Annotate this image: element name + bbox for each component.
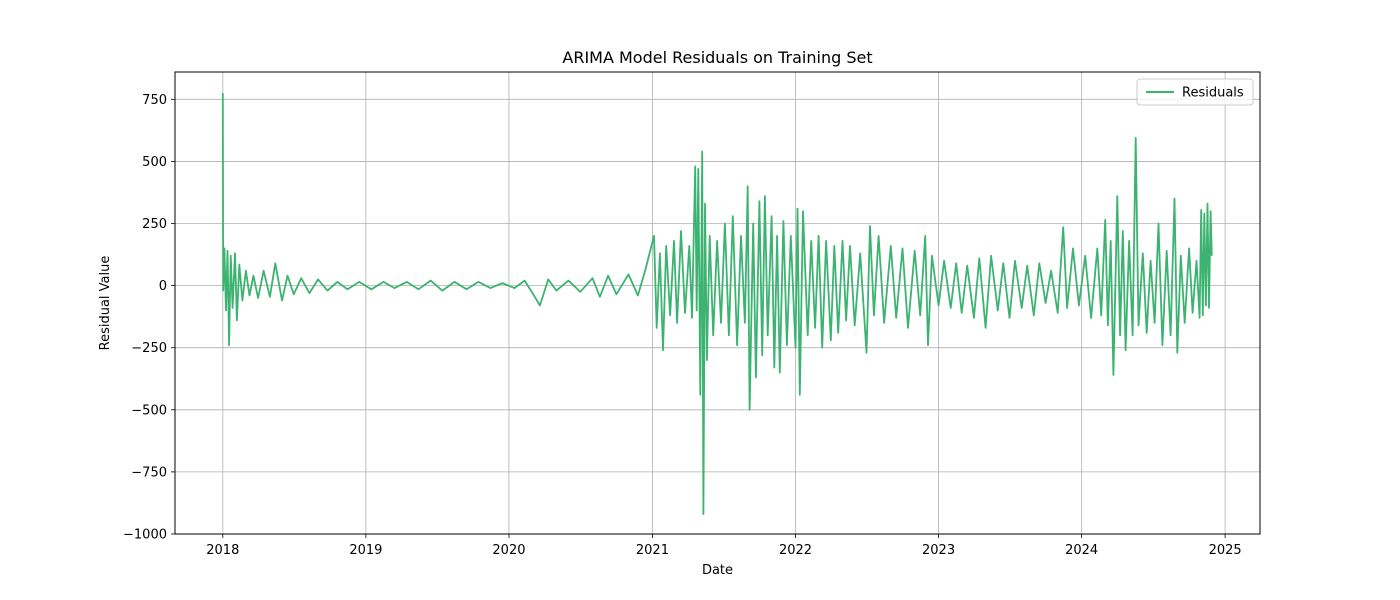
x-tick-label: 2018 bbox=[206, 543, 239, 558]
series-layer bbox=[221, 93, 1213, 515]
y-axis-label: Residual Value bbox=[98, 256, 113, 351]
y-tick-label: 0 bbox=[159, 279, 167, 294]
y-tick-label: −500 bbox=[131, 403, 167, 418]
x-tick-label: 2024 bbox=[1065, 543, 1098, 558]
x-tick-label: 2021 bbox=[636, 543, 669, 558]
y-tick-label: −250 bbox=[131, 341, 167, 356]
x-tick-label: 2020 bbox=[492, 543, 525, 558]
y-tick-label: 500 bbox=[142, 155, 167, 170]
series-line-residuals bbox=[221, 93, 1213, 515]
y-tick-label: −1000 bbox=[123, 528, 167, 543]
y-tick-label: 250 bbox=[142, 217, 167, 232]
x-axis: 2018 2019 2020 2021 2022 2023 2024 2025 bbox=[206, 534, 1242, 558]
legend-box bbox=[1136, 78, 1254, 106]
plot-area-frame bbox=[174, 71, 1261, 535]
x-tick-label: 2023 bbox=[922, 543, 955, 558]
legend-label-residuals: Residuals bbox=[1182, 86, 1244, 101]
chart-title: ARIMA Model Residuals on Training Set bbox=[562, 48, 872, 67]
legend: Residuals bbox=[1136, 78, 1254, 106]
x-tick-label: 2025 bbox=[1209, 543, 1242, 558]
x-tick-label: 2022 bbox=[779, 543, 812, 558]
y-tick-label: −750 bbox=[131, 465, 167, 480]
x-axis-label: Date bbox=[702, 563, 733, 578]
x-tick-label: 2019 bbox=[349, 543, 382, 558]
y-axis: −1000 −750 −500 −250 0 250 500 750 bbox=[123, 93, 175, 543]
y-tick-label: 750 bbox=[142, 93, 167, 108]
